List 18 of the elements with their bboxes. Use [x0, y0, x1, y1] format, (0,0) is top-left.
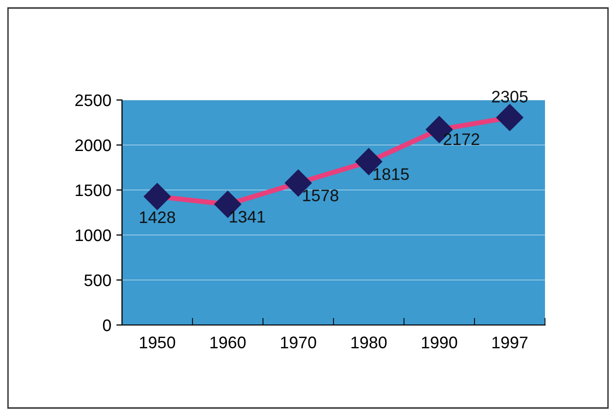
x-tick-label: 1990 [422, 336, 458, 348]
data-label: 1341 [230, 210, 265, 223]
x-tick-label: 1980 [351, 336, 387, 348]
data-label: 1578 [303, 190, 338, 202]
y-tick-label: 2500 [75, 94, 111, 106]
y-tick-label: 1500 [76, 184, 111, 196]
y-tick-label: 0 [102, 319, 111, 332]
x-tick-label: 1970 [280, 336, 316, 348]
y-tick-label: 2000 [75, 139, 111, 152]
x-tick-label: 1950 [140, 336, 176, 348]
data-label: 2172 [444, 133, 480, 145]
data-label: 1815 [374, 168, 409, 180]
data-label: 1428 [140, 211, 176, 224]
x-tick-label: 1997 [492, 336, 528, 348]
y-tick-label: 500 [84, 274, 111, 286]
x-tick-label: 1960 [210, 336, 246, 348]
data-label: 2305 [492, 90, 528, 103]
y-tick-label: 1000 [76, 229, 111, 242]
